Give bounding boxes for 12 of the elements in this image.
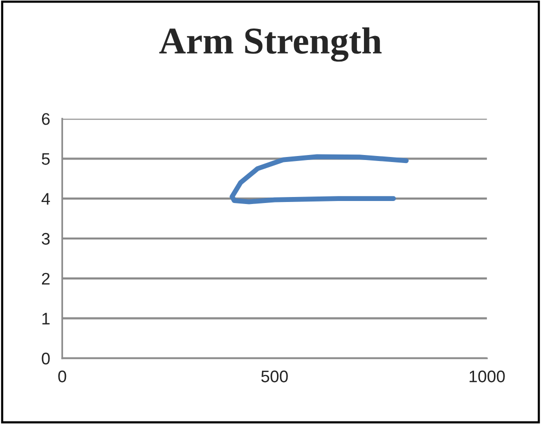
y-tick-label: 3	[42, 232, 50, 245]
y-tick-label: 6	[42, 113, 50, 125]
chart-title: Arm Strength	[159, 27, 382, 62]
y-tick-label: 4	[42, 193, 50, 205]
line-series	[230, 154, 409, 204]
y-tick-label: 5	[42, 153, 50, 165]
y-tick-label: 2	[42, 272, 50, 284]
x-tick-label: 500	[261, 370, 288, 382]
x-tick-label: 1000	[470, 370, 505, 382]
y-tick-label: 1	[42, 312, 50, 324]
y-tick-label: 0	[42, 352, 50, 364]
x-tick-label: 0	[58, 370, 66, 382]
